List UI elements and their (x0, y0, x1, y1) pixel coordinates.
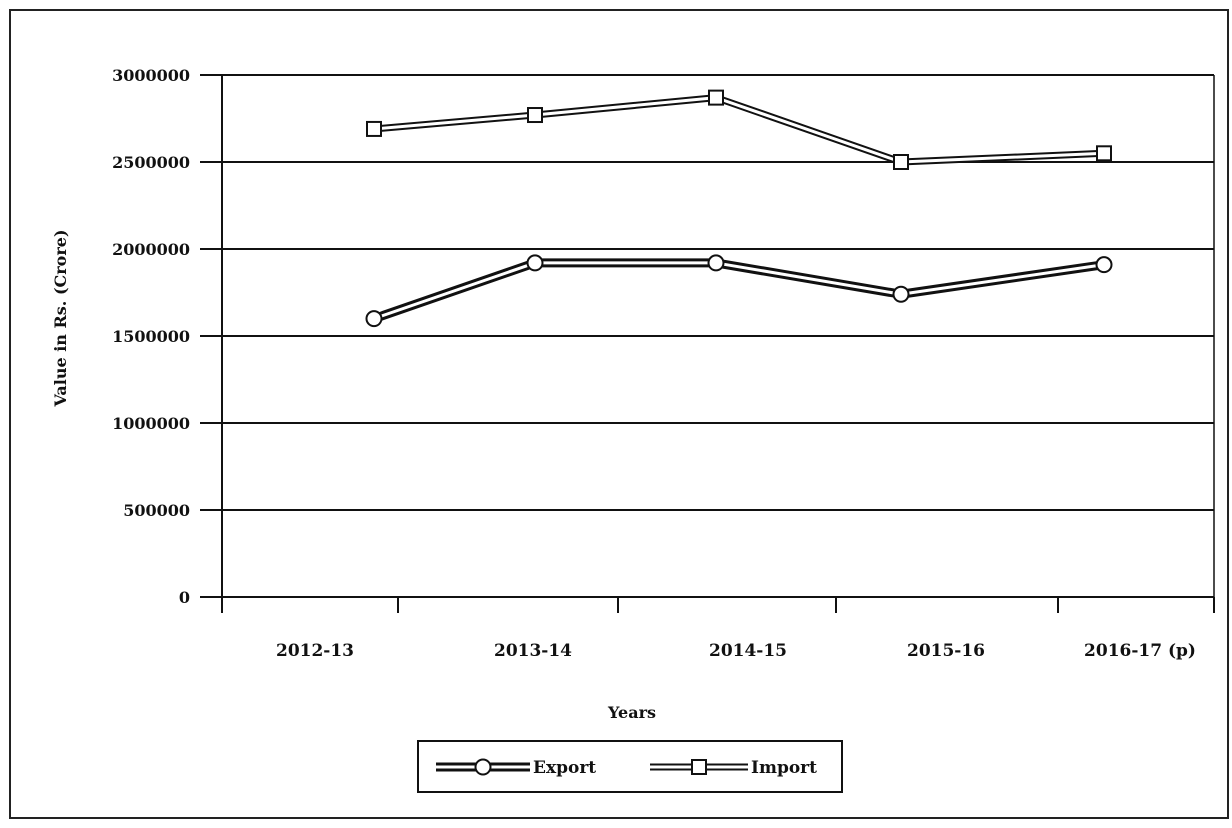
y-tick-label: 0 (179, 588, 190, 607)
y-tick-label: 3000000 (112, 66, 190, 85)
legend-label-import: Import (751, 758, 817, 778)
x-tick-label: 2015-16 (907, 641, 985, 661)
outer-frame (9, 9, 1229, 819)
legend-marker-import (691, 759, 707, 775)
y-tick-label: 1000000 (112, 414, 190, 433)
x-tick-label: 2016-17 (p) (1084, 641, 1196, 661)
legend-marker-export (474, 758, 492, 776)
data-point-import (1096, 145, 1112, 162)
data-point-export (1095, 256, 1113, 274)
y-axis-title: Value in Rs. (Crore) (51, 229, 70, 407)
x-tick-label: 2014-15 (709, 641, 787, 661)
y-tick-label: 500000 (123, 501, 190, 520)
y-tick-label: 1500000 (112, 327, 190, 346)
legend-label-export: Export (533, 758, 596, 778)
y-tick-label: 2500000 (112, 153, 190, 172)
data-point-import (893, 154, 909, 170)
y-tick-label: 2000000 (112, 240, 190, 259)
x-axis-title: Years (607, 703, 656, 722)
x-tick-label: 2013-14 (494, 641, 572, 661)
x-tick-label: 2012-13 (276, 641, 354, 661)
data-point-import (708, 89, 724, 106)
data-point-import (366, 120, 382, 137)
data-point-export (892, 285, 910, 303)
data-point-export (526, 254, 544, 272)
grid-layer (208, 74, 1214, 511)
series-layer (365, 89, 1113, 328)
data-point-import (527, 107, 543, 124)
data-point-export (707, 254, 725, 272)
legend: Export Import (417, 740, 843, 793)
data-point-export (365, 310, 383, 328)
axis-layer: 0 500000 1000000 1500000 2000000 2500000 30000… (112, 66, 1215, 661)
